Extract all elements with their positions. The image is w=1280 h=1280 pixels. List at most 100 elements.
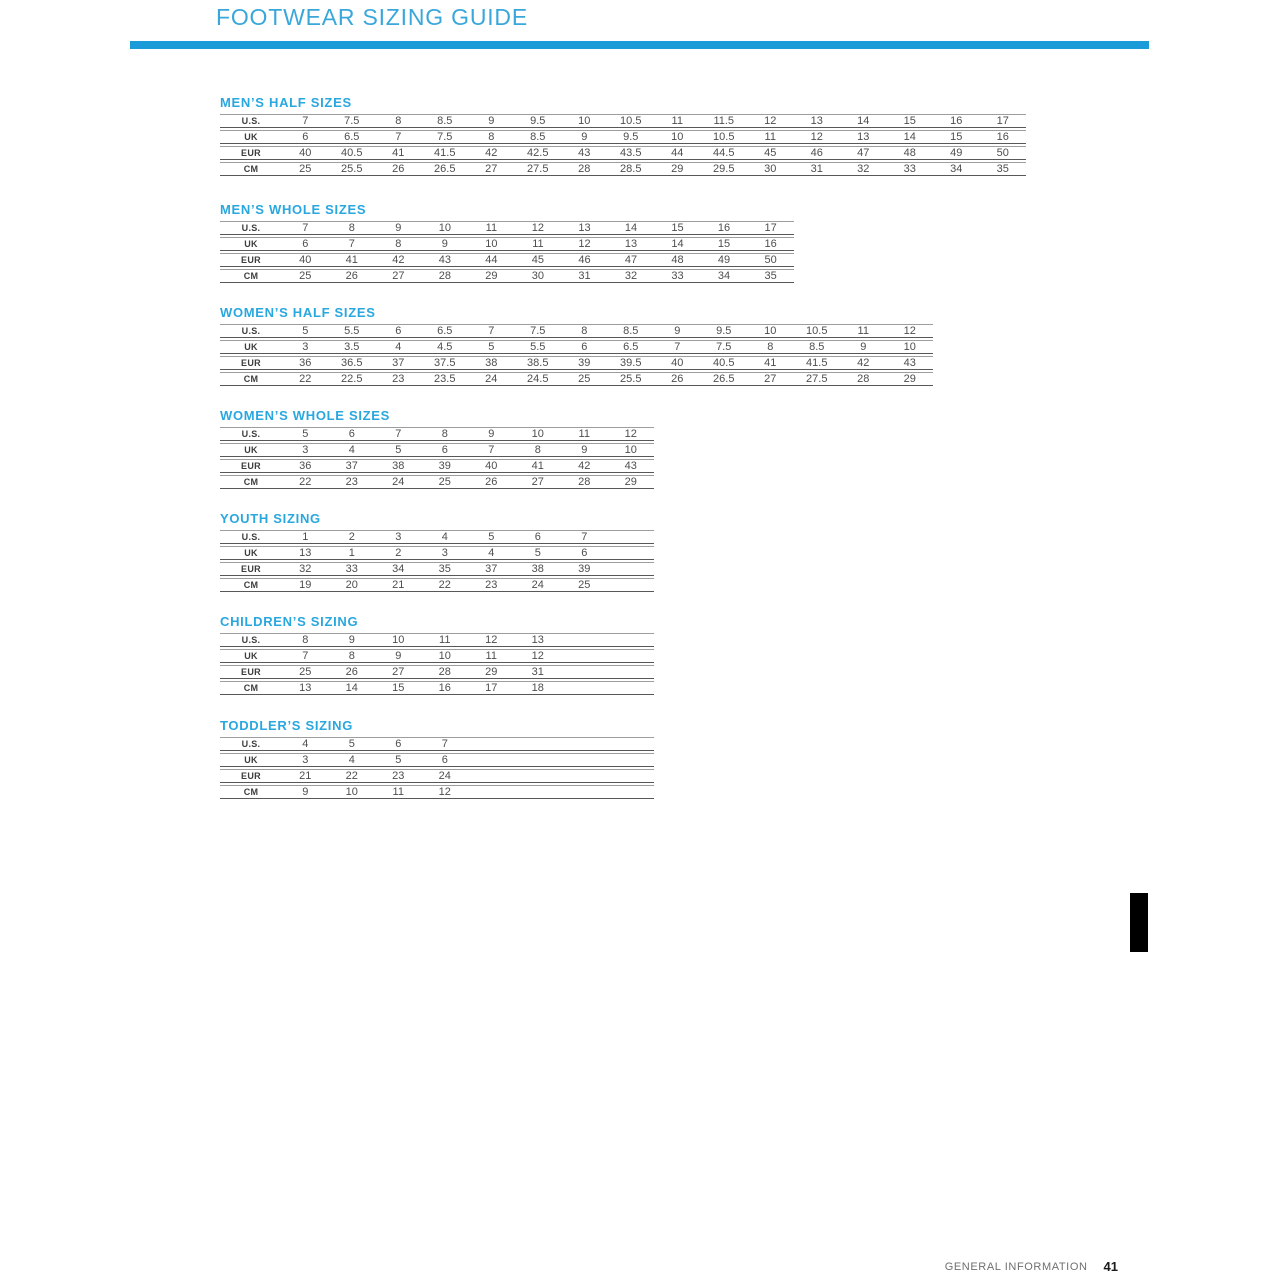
section-women-s-half-sizes: WOMEN’S HALF SIZES U.S. 5 5.5 6 6.5 7 7.5 8 8.5 9 9… xyxy=(220,305,933,388)
row-label: UK xyxy=(220,130,282,144)
size-cell: 11 xyxy=(840,324,887,338)
size-cell: 7 xyxy=(468,324,515,338)
size-cell: 6.5 xyxy=(421,324,468,338)
size-cell: 3 xyxy=(282,753,329,767)
size-cell: 4 xyxy=(421,530,468,544)
table-row: U.S. 8 9 10 11 12 13 xyxy=(220,633,654,647)
size-cell: 7 xyxy=(375,427,422,441)
size-cell: 9 xyxy=(421,237,469,251)
size-cell xyxy=(607,546,654,560)
size-cell: 35 xyxy=(979,162,1026,176)
size-cell: 8 xyxy=(328,649,375,663)
size-cell: 8.5 xyxy=(793,340,840,354)
size-cell: 29.5 xyxy=(700,162,747,176)
size-cell: 6 xyxy=(328,427,375,441)
row-label: U.S. xyxy=(220,221,282,235)
size-cell: 3 xyxy=(282,443,329,457)
size-cell: 25 xyxy=(421,475,468,489)
size-cell: 1 xyxy=(282,530,329,544)
size-cell: 6.5 xyxy=(328,130,375,144)
size-cell: 24 xyxy=(421,769,468,783)
size-cell: 22 xyxy=(282,372,329,386)
size-cell: 9.5 xyxy=(514,114,561,128)
size-cell: 5 xyxy=(468,340,515,354)
row-label: CM xyxy=(220,578,282,592)
size-cell: 42 xyxy=(561,459,608,473)
size-cell: 16 xyxy=(933,114,980,128)
size-cell: 48 xyxy=(886,146,933,160)
size-cell: 8.5 xyxy=(514,130,561,144)
size-cell: 41 xyxy=(375,146,422,160)
size-cell: 6 xyxy=(421,753,468,767)
size-cell: 10 xyxy=(561,114,608,128)
size-cell: 7.5 xyxy=(328,114,375,128)
size-cell: 13 xyxy=(607,237,655,251)
size-cell: 14 xyxy=(654,237,701,251)
size-cell: 4 xyxy=(375,340,422,354)
row-label: CM xyxy=(220,372,282,386)
row-label: UK xyxy=(220,443,282,457)
size-cell: 12 xyxy=(421,785,468,799)
size-cell: 32 xyxy=(282,562,329,576)
size-cell: 9 xyxy=(375,649,422,663)
section-heading: WOMEN’S WHOLE SIZES xyxy=(220,408,391,423)
row-label: EUR xyxy=(220,459,282,473)
size-cell: 5 xyxy=(282,324,329,338)
size-cell: 42 xyxy=(840,356,887,370)
size-cell: 2 xyxy=(328,530,375,544)
size-cell: 12 xyxy=(886,324,933,338)
size-cell: 26 xyxy=(468,475,515,489)
size-cell: 10 xyxy=(654,130,701,144)
size-cell: 35 xyxy=(747,269,794,283)
table-row: UK 3 4 5 6 7 8 9 10 xyxy=(220,443,654,457)
size-cell: 31 xyxy=(793,162,840,176)
table-row: U.S. 5 5.5 6 6.5 7 7.5 8 8.5 9 9.5 10 10.5 11 12 xyxy=(220,324,933,338)
size-cell: 6 xyxy=(282,130,329,144)
size-cell: 4 xyxy=(468,546,515,560)
row-label: EUR xyxy=(220,665,282,679)
size-cell xyxy=(607,649,654,663)
size-cell xyxy=(607,769,654,783)
size-cell: 5 xyxy=(282,427,329,441)
size-cell: 16 xyxy=(979,130,1026,144)
size-cell: 28 xyxy=(421,269,469,283)
table-row: CM 9 10 11 12 xyxy=(220,785,654,799)
table-row: EUR 40 40.5 41 41.5 42 42.5 43 43.5 44 44.5 45 46 47 4… xyxy=(220,146,1026,160)
size-cell: 10 xyxy=(514,427,561,441)
size-cell: 5 xyxy=(328,737,375,751)
size-cell: 28 xyxy=(561,475,608,489)
size-cell xyxy=(561,737,608,751)
size-cell: 13 xyxy=(282,681,329,695)
size-cell: 7 xyxy=(561,530,608,544)
size-cell: 41.5 xyxy=(793,356,840,370)
size-cell: 11 xyxy=(654,114,701,128)
size-cell: 12 xyxy=(607,427,654,441)
size-cell: 36 xyxy=(282,459,329,473)
size-cell: 7 xyxy=(654,340,701,354)
section-heading: TODDLER’S SIZING xyxy=(220,718,354,733)
size-cell xyxy=(561,665,608,679)
size-cell xyxy=(607,578,654,592)
row-label: U.S. xyxy=(220,633,282,647)
size-cell: 10.5 xyxy=(793,324,840,338)
size-cell: 6 xyxy=(514,530,561,544)
size-cell: 40 xyxy=(282,146,329,160)
size-cell: 9 xyxy=(328,633,375,647)
size-cell: 8 xyxy=(282,633,329,647)
size-cell: 8 xyxy=(468,130,515,144)
size-cell: 15 xyxy=(654,221,701,235)
size-cell: 5 xyxy=(375,443,422,457)
size-cell: 8 xyxy=(561,324,608,338)
table-row: UK 6 6.5 7 7.5 8 8.5 9 9.5 10 10.5 11 12 13 14 15 16 xyxy=(220,130,1026,144)
size-cell: 7.5 xyxy=(514,324,561,338)
size-cell: 8.5 xyxy=(607,324,654,338)
table-row: UK 6 7 8 9 10 11 12 13 14 15 16 xyxy=(220,237,794,251)
size-cell: 29 xyxy=(654,162,701,176)
size-cell xyxy=(607,633,654,647)
size-cell: 13 xyxy=(514,633,561,647)
size-cell: 12 xyxy=(561,237,608,251)
size-cell: 33 xyxy=(328,562,375,576)
size-cell: 38 xyxy=(375,459,422,473)
page-title: FOOTWEAR SIZING GUIDE xyxy=(216,4,528,30)
size-cell: 11 xyxy=(421,633,468,647)
